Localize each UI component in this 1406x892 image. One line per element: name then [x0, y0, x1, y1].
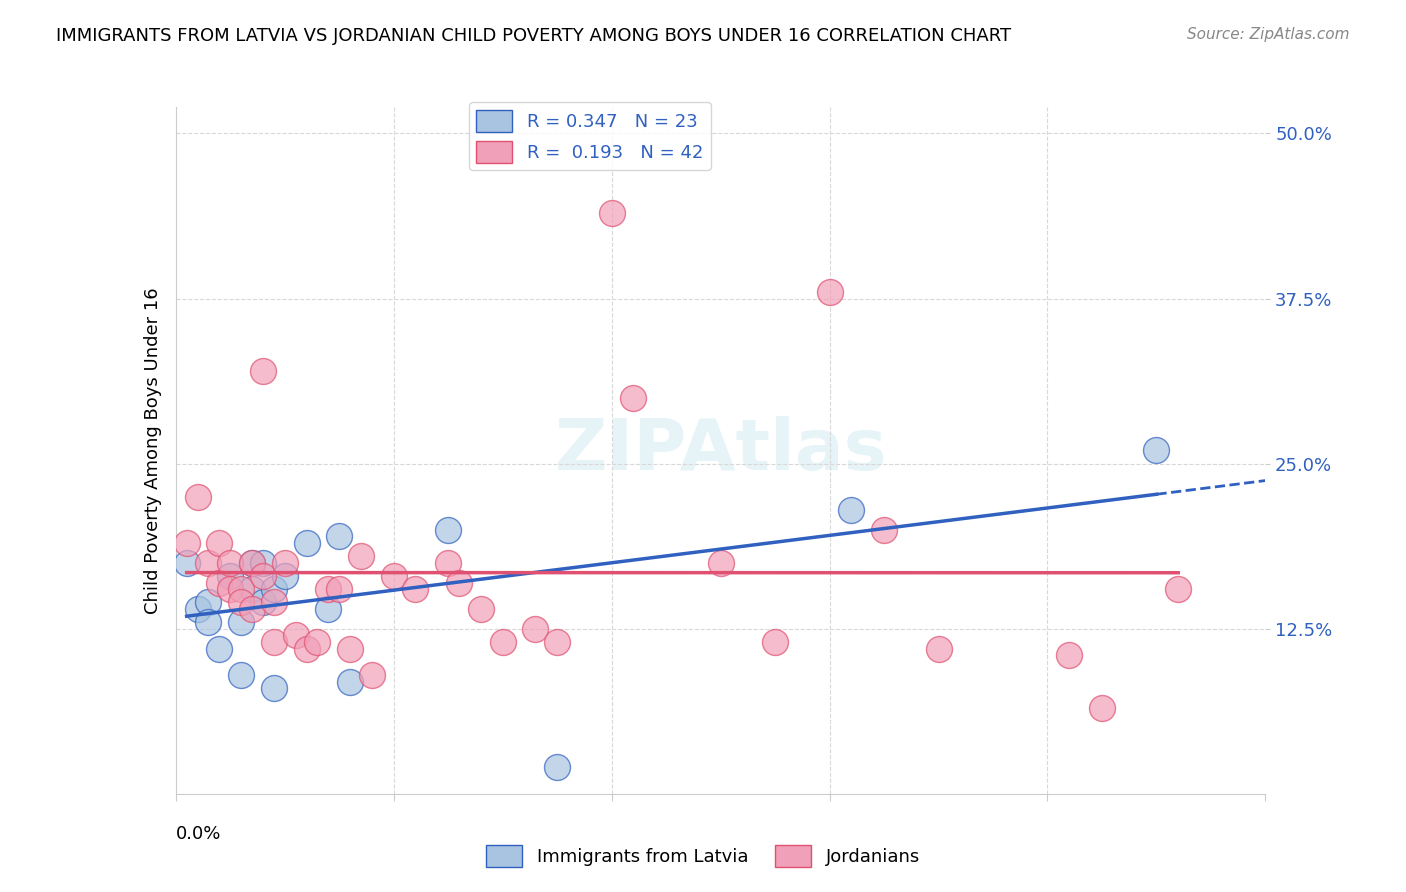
Point — [1167, 582, 1189, 596]
Point — [197, 595, 219, 609]
Point — [339, 641, 361, 656]
Point — [360, 668, 382, 682]
Point — [252, 569, 274, 583]
Point — [208, 575, 231, 590]
Point — [328, 582, 350, 596]
Point — [818, 285, 841, 299]
Point — [318, 602, 340, 616]
Text: ZIPAtlas: ZIPAtlas — [554, 416, 887, 485]
Point — [546, 635, 568, 649]
Point — [470, 602, 492, 616]
Point — [252, 595, 274, 609]
Point — [295, 536, 318, 550]
Point — [219, 582, 242, 596]
Point — [318, 582, 340, 596]
Point — [546, 760, 568, 774]
Point — [186, 602, 209, 616]
Point — [284, 628, 307, 642]
Point — [492, 635, 515, 649]
Point — [350, 549, 373, 563]
Legend: R = 0.347   N = 23, R =  0.193   N = 42: R = 0.347 N = 23, R = 0.193 N = 42 — [470, 103, 710, 169]
Point — [524, 622, 547, 636]
Point — [437, 523, 460, 537]
Text: 0.0%: 0.0% — [176, 825, 221, 843]
Text: Source: ZipAtlas.com: Source: ZipAtlas.com — [1187, 27, 1350, 42]
Point — [447, 575, 470, 590]
Point — [274, 569, 297, 583]
Point — [231, 582, 253, 596]
Point — [621, 391, 644, 405]
Point — [295, 641, 318, 656]
Point — [176, 556, 198, 570]
Point — [208, 641, 231, 656]
Point — [231, 595, 253, 609]
Point — [231, 615, 253, 630]
Point — [1144, 443, 1167, 458]
Point — [339, 674, 361, 689]
Point — [197, 615, 219, 630]
Point — [252, 556, 274, 570]
Legend: Immigrants from Latvia, Jordanians: Immigrants from Latvia, Jordanians — [479, 838, 927, 874]
Point — [252, 364, 274, 378]
Point — [307, 635, 329, 649]
Point — [841, 503, 863, 517]
Point — [382, 569, 405, 583]
Point — [240, 582, 263, 596]
Point — [873, 523, 896, 537]
Point — [710, 556, 733, 570]
Y-axis label: Child Poverty Among Boys Under 16: Child Poverty Among Boys Under 16 — [143, 287, 162, 614]
Point — [240, 556, 263, 570]
Point — [274, 556, 297, 570]
Point — [240, 602, 263, 616]
Point — [186, 490, 209, 504]
Point — [240, 556, 263, 570]
Point — [1057, 648, 1080, 663]
Point — [1091, 701, 1114, 715]
Point — [231, 668, 253, 682]
Point — [176, 536, 198, 550]
Point — [263, 595, 285, 609]
Point — [208, 536, 231, 550]
Point — [219, 556, 242, 570]
Point — [437, 556, 460, 570]
Point — [263, 635, 285, 649]
Point — [928, 641, 950, 656]
Point — [263, 681, 285, 696]
Point — [197, 556, 219, 570]
Point — [405, 582, 427, 596]
Point — [328, 529, 350, 543]
Point — [763, 635, 786, 649]
Point — [219, 569, 242, 583]
Text: IMMIGRANTS FROM LATVIA VS JORDANIAN CHILD POVERTY AMONG BOYS UNDER 16 CORRELATIO: IMMIGRANTS FROM LATVIA VS JORDANIAN CHIL… — [56, 27, 1011, 45]
Point — [600, 205, 623, 219]
Point — [263, 582, 285, 596]
